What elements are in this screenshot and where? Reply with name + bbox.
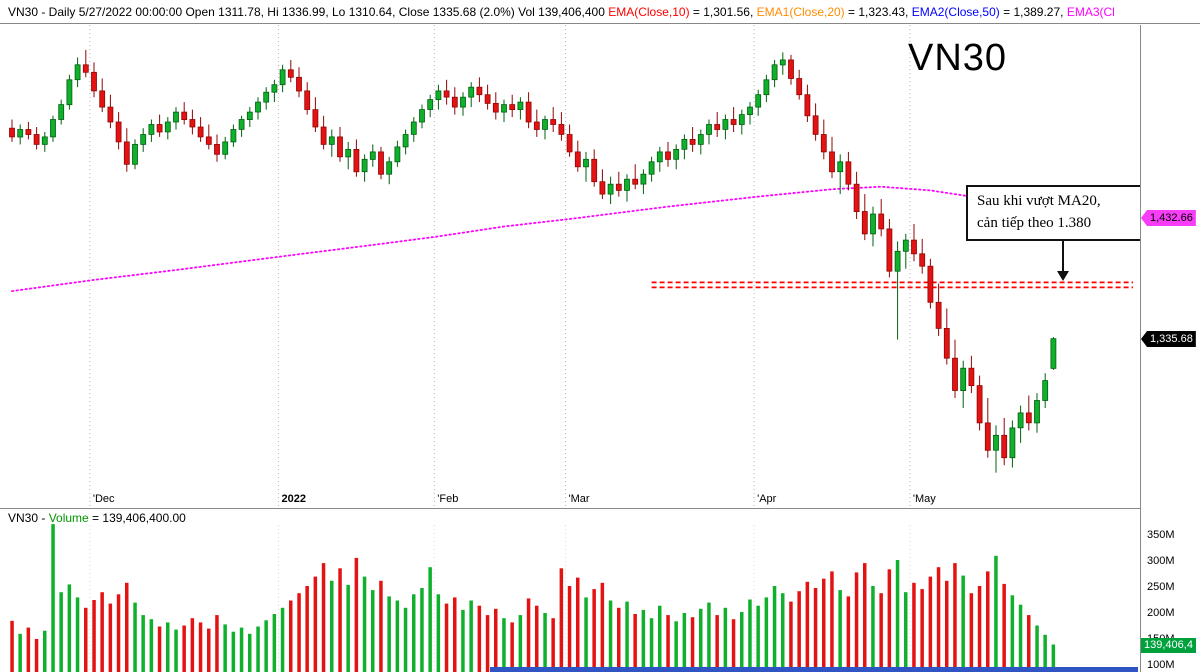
ohlc-status-bar: VN30 - Daily 5/27/2022 00:00:00 Open 131… xyxy=(0,0,1200,24)
text-segment: = 139,406,400.00 xyxy=(88,511,186,525)
volume-axis-tick: 300M xyxy=(1147,555,1175,567)
x-axis-label: 'Mar xyxy=(568,493,590,505)
text-segment: VN30 - xyxy=(8,511,49,525)
text-segment: VN30 - Daily 5/27/2022 00:00:00 Open 131… xyxy=(8,4,609,19)
x-axis-label: 'Apr xyxy=(757,493,777,505)
volume-axis-tick: 350M xyxy=(1147,529,1175,541)
price-axis-strip[interactable]: 1,432.661,335.68350M300M250M200M150M100M… xyxy=(1140,25,1200,672)
x-axis-label: 'Dec xyxy=(92,493,115,505)
pane-divider xyxy=(0,508,1200,509)
volume-axis-tick: 250M xyxy=(1147,581,1175,593)
x-axis-label: 'May xyxy=(912,493,936,505)
volume-chart-svg[interactable] xyxy=(0,509,1140,672)
text-segment: EMA3(Cl xyxy=(1066,4,1115,19)
scrollbar-thumb[interactable] xyxy=(490,667,1138,672)
annotation-line-2: cản tiếp theo 1.380 xyxy=(977,214,1092,231)
volume-readout: VN30 - Volume = 139,406,400.00 xyxy=(8,511,186,525)
x-axis-labels: 'Dec 2022 'Feb 'Mar 'Apr 'May xyxy=(0,493,1140,508)
text-segment: EMA(Close,10) xyxy=(608,4,690,19)
price-pane[interactable]: VN30 Sau khi vượt MA20, cản tiếp theo 1.… xyxy=(0,25,1140,508)
x-axis-label: 2022 xyxy=(281,493,306,505)
volume-axis-tick: 200M xyxy=(1147,607,1175,619)
text-segment: = 1,301.56, xyxy=(689,4,757,19)
symbol-watermark: VN30 xyxy=(908,37,1008,79)
volume-axis-tag: 139,406,4 xyxy=(1141,638,1196,653)
annotation-note[interactable]: Sau khi vượt MA20, cản tiếp theo 1.380 xyxy=(966,185,1140,241)
header-readout: VN30 - Daily 5/27/2022 00:00:00 Open 131… xyxy=(8,5,1115,19)
text-segment: = 1,323.43, xyxy=(844,4,912,19)
annotation-arrow-line xyxy=(1062,239,1064,272)
volume-axis-tick: 100M xyxy=(1147,659,1175,671)
annotation-arrow-head-icon xyxy=(1057,271,1069,281)
volume-pane[interactable]: VN30 - Volume = 139,406,400.00 xyxy=(0,509,1140,672)
price-axis-tag: 1,432.66 xyxy=(1141,210,1196,226)
text-segment: EMA2(Close,50) xyxy=(911,4,1000,19)
x-axis-label: 'Feb xyxy=(437,493,459,505)
annotation-line-1: Sau khi vượt MA20, xyxy=(977,193,1101,209)
text-segment: = 1,389.27, xyxy=(999,4,1067,19)
horizontal-scrollbar[interactable] xyxy=(0,666,1140,672)
text-segment: Volume xyxy=(48,511,89,525)
text-segment: EMA1(Close,20) xyxy=(756,4,845,19)
price-axis-tag: 1,335.68 xyxy=(1141,331,1196,347)
price-chart-svg[interactable] xyxy=(0,25,1140,508)
